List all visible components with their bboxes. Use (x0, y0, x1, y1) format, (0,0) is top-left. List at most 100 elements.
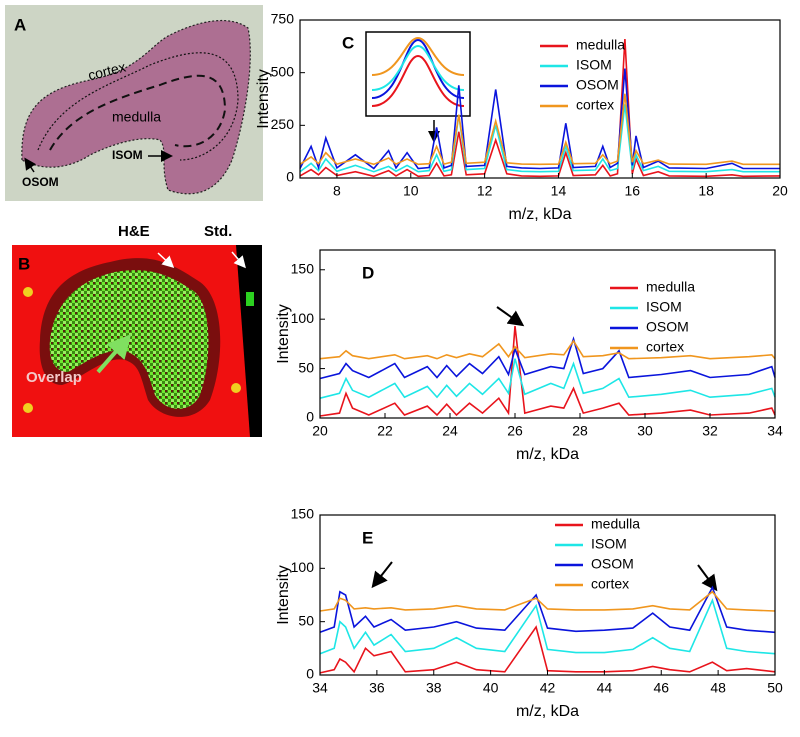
plot-frame (299, 19, 781, 179)
x-tick-label: 40 (483, 680, 499, 696)
y-tick-label: 100 (291, 559, 315, 575)
x-tick-label: 50 (767, 680, 783, 696)
arrow (24, 157, 36, 173)
y-tick-label: 150 (291, 506, 315, 522)
spectrum-line (319, 625, 776, 674)
boundary (37, 52, 239, 161)
spectrum-line (299, 38, 781, 178)
legend-label: cortex (591, 576, 629, 592)
y-tick-label: 150 (291, 260, 315, 276)
x-tick-label: 36 (369, 680, 385, 696)
x-tick-label: 44 (597, 680, 613, 696)
legend-label: cortex (576, 97, 614, 113)
y-tick-label: 100 (291, 310, 315, 326)
x-axis-label: m/z, kDa (516, 446, 579, 463)
legend-label: ISOM (591, 536, 627, 552)
inset-curve (371, 38, 465, 99)
spot (23, 403, 33, 413)
panel-label: C (342, 33, 354, 52)
tissue (21, 19, 251, 195)
y-tick-label: 0 (306, 666, 314, 682)
legend-label: OSOM (646, 319, 689, 335)
y-tick-label: 250 (271, 116, 295, 132)
inset-curve (371, 54, 465, 107)
annotation: Overlap (26, 369, 82, 386)
y-tick-label: 0 (286, 169, 294, 185)
annotation: Std. (204, 223, 232, 240)
legend-label: medulla (591, 516, 640, 532)
inset-curve (371, 44, 465, 91)
x-tick-label: 34 (767, 423, 783, 439)
inset-curve (371, 36, 465, 76)
y-axis-label: Intensity (275, 304, 292, 364)
standard (246, 292, 254, 306)
arrow (371, 561, 393, 589)
x-tick-label: 10 (403, 183, 419, 199)
panel-label: D (362, 263, 374, 282)
spectrum-line (319, 358, 776, 399)
legend-label: ISOM (646, 299, 682, 315)
x-tick-label: 20 (312, 423, 328, 439)
legend-label: OSOM (576, 77, 619, 93)
x-tick-label: 26 (507, 423, 523, 439)
plot-frame (319, 514, 776, 676)
y-tick-label: 50 (298, 359, 314, 375)
spectrum-line (319, 590, 776, 612)
legend-label: OSOM (591, 556, 634, 572)
legend-label: ISOM (576, 57, 612, 73)
arrow (697, 564, 718, 592)
legend-label: medulla (646, 279, 695, 295)
panel-label: A (14, 15, 26, 34)
x-axis-label: m/z, kDa (516, 703, 579, 720)
x-axis-label: m/z, kDa (508, 206, 571, 223)
x-tick-label: 16 (625, 183, 641, 199)
x-tick-label: 30 (637, 423, 653, 439)
panel-b: B H&E Std. Overlap (12, 223, 262, 437)
x-tick-label: 34 (312, 680, 328, 696)
image-edge (236, 245, 262, 437)
annotation: H&E (118, 223, 150, 240)
spectrum-line (319, 336, 776, 380)
chart: medulla ISOM OSOM cortex 20 22 24 26 28 30 32 34 0 50… (275, 249, 783, 463)
boundary (49, 74, 227, 151)
x-tick-label: 42 (540, 680, 556, 696)
arrow (157, 252, 175, 269)
panel-label: B (18, 254, 30, 273)
x-tick-label: 32 (702, 423, 718, 439)
y-tick-label: 750 (271, 11, 295, 27)
x-tick-label: 18 (698, 183, 714, 199)
x-tick-label: 24 (442, 423, 458, 439)
y-axis-label: Intensity (275, 565, 292, 625)
y-axis-label: Intensity (255, 69, 272, 129)
x-tick-label: 28 (572, 423, 588, 439)
legend-label: cortex (646, 339, 684, 355)
spot (23, 287, 33, 297)
y-tick-label: 500 (271, 63, 295, 79)
spot (231, 383, 241, 393)
arrow (231, 251, 246, 269)
x-tick-label: 12 (477, 183, 493, 199)
arrow (96, 333, 132, 374)
spectrum-line (319, 597, 776, 655)
region-label: OSOM (22, 175, 59, 189)
x-tick-label: 46 (653, 680, 669, 696)
spectrum-line (299, 104, 780, 173)
chart: medulla ISOM OSOM cortex 8 10 12 14 16 18 20 0 250 50… (255, 11, 788, 224)
panel-label: E (362, 528, 373, 547)
spectrum-line (319, 585, 776, 634)
legend-label: medulla (576, 37, 625, 53)
x-tick-label: 20 (772, 183, 788, 199)
x-tick-label: 8 (333, 183, 341, 199)
panel-a: A cortex medulla ISOM OSOM (5, 5, 263, 201)
x-tick-label: 48 (710, 680, 726, 696)
annotations (365, 31, 718, 592)
x-tick-label: 38 (426, 680, 442, 696)
spectrum-line (319, 326, 776, 417)
x-tick-label: 22 (377, 423, 393, 439)
spectrum-line (319, 339, 776, 360)
plot-frame (319, 249, 776, 419)
y-tick-label: 50 (298, 612, 314, 628)
spectrum-line (299, 93, 780, 166)
arrow (496, 306, 525, 327)
